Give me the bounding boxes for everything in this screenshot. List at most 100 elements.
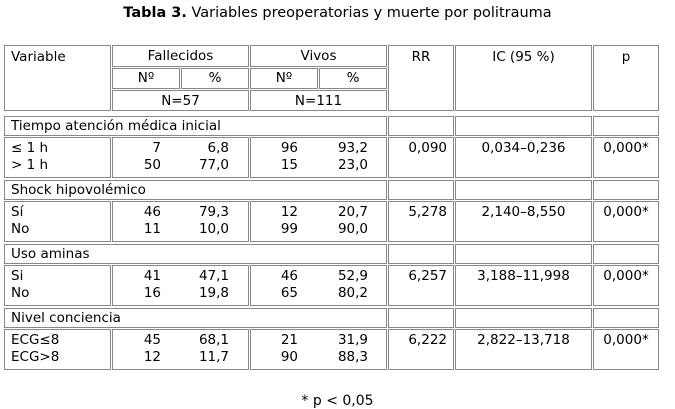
vivos-n: 65 xyxy=(280,285,298,301)
vivos-pct: 80,2 xyxy=(337,285,368,301)
fallecidos-pct-label-cell: % xyxy=(181,68,249,89)
header-p-cell: p xyxy=(593,45,659,111)
vivos-pct: 93,2 xyxy=(337,140,368,156)
vivos-n-label: Nº xyxy=(275,70,293,86)
rr-cell: 5,278 xyxy=(388,201,454,242)
section-title: Tiempo atención médica inicial xyxy=(11,118,221,134)
empty-cell xyxy=(593,116,659,136)
p-value: 0,000* xyxy=(603,332,649,348)
vivos-values-cell: 21 31,9 90 88,3 xyxy=(250,329,387,370)
fallecidos-n: 7 xyxy=(152,140,161,156)
vivos-n-label-cell: Nº xyxy=(250,68,318,89)
p-value: 0,000* xyxy=(603,204,649,220)
vivos-total-cell: N=111 xyxy=(250,90,387,111)
header-fallecidos-cell: Fallecidos xyxy=(112,45,249,67)
header-rr: RR xyxy=(411,49,431,65)
fallecidos-pct: 68,1 xyxy=(198,332,229,348)
fallecidos-pct-label: % xyxy=(208,70,222,86)
row-label: ECG>8 xyxy=(11,349,60,365)
row-label: Sí xyxy=(11,204,24,220)
caption-text: Variables preoperatorias y muerte por po… xyxy=(186,5,552,21)
rr-cell: 6,257 xyxy=(388,265,454,306)
fallecidos-pct: 11,7 xyxy=(198,349,229,365)
empty-cell xyxy=(388,180,454,200)
header-vivos-cell: Vivos xyxy=(250,45,387,67)
section-title: Nivel conciencia xyxy=(11,310,121,326)
vivos-pct: 90,0 xyxy=(337,221,368,237)
header-variable: Variable xyxy=(11,49,66,65)
vivos-n: 21 xyxy=(280,332,298,348)
row-labels-cell: ECG≤8 ECG>8 xyxy=(4,329,111,370)
section-title-cell: Tiempo atención médica inicial xyxy=(4,116,387,136)
vivos-n: 99 xyxy=(280,221,298,237)
fallecidos-total: N=57 xyxy=(161,93,200,109)
fallecidos-total-cell: N=57 xyxy=(112,90,249,111)
vivos-n: 46 xyxy=(280,268,298,284)
header-vivos: Vivos xyxy=(300,48,337,64)
empty-cell xyxy=(455,180,592,200)
empty-cell xyxy=(388,116,454,136)
fallecidos-pct: 19,8 xyxy=(198,285,229,301)
rr-value: 6,257 xyxy=(408,268,447,284)
fallecidos-n: 16 xyxy=(143,285,161,301)
empty-cell xyxy=(593,180,659,200)
fallecidos-pct: 77,0 xyxy=(198,157,229,173)
empty-cell xyxy=(388,308,454,328)
rr-value: 6,222 xyxy=(408,332,447,348)
vivos-pct: 20,7 xyxy=(337,204,368,220)
fallecidos-pct: 10,0 xyxy=(198,221,229,237)
header-rr-cell: RR xyxy=(388,45,454,111)
fallecidos-n: 45 xyxy=(143,332,161,348)
ic-cell: 2,822–13,718 xyxy=(455,329,592,370)
fallecidos-values-cell: 7 6,8 50 77,0 xyxy=(112,137,249,178)
row-label: No xyxy=(11,221,30,237)
row-labels-cell: Sí No xyxy=(4,201,111,242)
fallecidos-n-label-cell: Nº xyxy=(112,68,180,89)
ic-cell: 0,034–0,236 xyxy=(455,137,592,178)
row-labels-cell: ≤ 1 h > 1 h xyxy=(4,137,111,178)
ic-cell: 3,188–11,998 xyxy=(455,265,592,306)
row-label: ≤ 1 h xyxy=(11,140,49,156)
section-title-cell: Shock hipovolémico xyxy=(4,180,387,200)
vivos-values-cell: 12 20,7 99 90,0 xyxy=(250,201,387,242)
section-title-cell: Uso aminas xyxy=(4,244,387,264)
row-label: > 1 h xyxy=(11,157,49,173)
row-label: Si xyxy=(11,268,24,284)
vivos-values-cell: 96 93,2 15 23,0 xyxy=(250,137,387,178)
fallecidos-n: 46 xyxy=(143,204,161,220)
empty-cell xyxy=(593,308,659,328)
vivos-pct: 88,3 xyxy=(337,349,368,365)
vivos-n: 90 xyxy=(280,349,298,365)
section-title: Shock hipovolémico xyxy=(11,182,146,198)
table-caption: Tabla 3. Variables preoperatorias y muer… xyxy=(0,5,675,21)
row-label: ECG≤8 xyxy=(11,332,60,348)
ic-value: 0,034–0,236 xyxy=(481,140,566,156)
row-labels-cell: Si No xyxy=(4,265,111,306)
ic-value: 3,188–11,998 xyxy=(477,268,570,284)
empty-cell xyxy=(455,244,592,264)
empty-cell xyxy=(455,308,592,328)
fallecidos-values-cell: 46 79,3 11 10,0 xyxy=(112,201,249,242)
empty-cell xyxy=(593,244,659,264)
fallecidos-n: 41 xyxy=(143,268,161,284)
empty-cell xyxy=(455,116,592,136)
p-value: 0,000* xyxy=(603,140,649,156)
fallecidos-n: 11 xyxy=(143,221,161,237)
vivos-pct: 23,0 xyxy=(337,157,368,173)
rr-value: 0,090 xyxy=(408,140,447,156)
rr-cell: 6,222 xyxy=(388,329,454,370)
header-ic: IC (95 %) xyxy=(492,49,555,65)
header-p: p xyxy=(621,49,631,65)
fallecidos-n: 12 xyxy=(143,349,161,365)
fallecidos-pct: 79,3 xyxy=(198,204,229,220)
p-cell: 0,000* xyxy=(593,201,659,242)
caption-label: Tabla 3. xyxy=(123,5,187,21)
fallecidos-values-cell: 45 68,1 12 11,7 xyxy=(112,329,249,370)
vivos-n: 12 xyxy=(280,204,298,220)
vivos-pct-label-cell: % xyxy=(319,68,387,89)
vivos-pct-label: % xyxy=(346,70,360,86)
p-cell: 0,000* xyxy=(593,137,659,178)
row-label: No xyxy=(11,285,30,301)
p-cell: 0,000* xyxy=(593,329,659,370)
ic-value: 2,822–13,718 xyxy=(477,332,570,348)
